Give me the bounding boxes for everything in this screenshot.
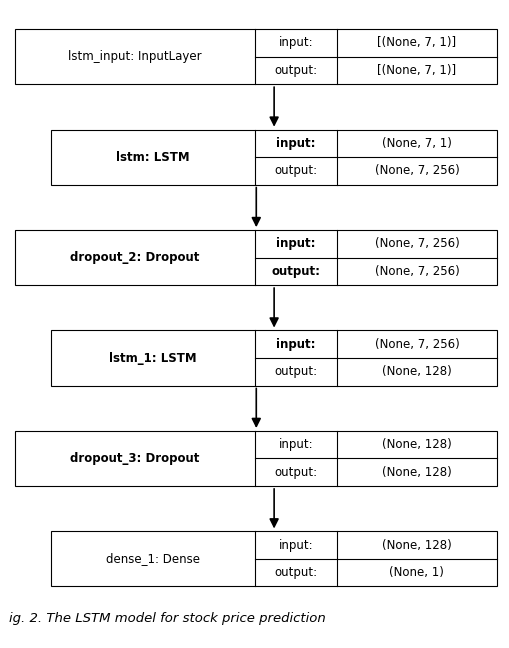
Text: lstm_1: LSTM: lstm_1: LSTM [109, 351, 196, 365]
Text: input:: input: [278, 36, 313, 49]
Text: output:: output: [274, 165, 317, 178]
Text: output:: output: [274, 466, 317, 479]
Text: input:: input: [278, 538, 313, 551]
Bar [51, 330, 496, 386]
Bar [51, 130, 496, 185]
Text: [(None, 7, 1)]: [(None, 7, 1)] [377, 36, 456, 49]
Text: dropout_3: Dropout: dropout_3: Dropout [70, 452, 200, 465]
Text: (None, 7, 256): (None, 7, 256) [374, 237, 459, 250]
Text: dense_1: Dense: dense_1: Dense [106, 552, 200, 566]
Text: (None, 7, 1): (None, 7, 1) [381, 137, 451, 150]
Text: [(None, 7, 1)]: [(None, 7, 1)] [377, 64, 456, 77]
Text: input:: input: [278, 438, 313, 451]
Text: lstm: LSTM: lstm: LSTM [116, 150, 189, 164]
Bar [15, 230, 496, 285]
Text: (None, 128): (None, 128) [381, 365, 451, 378]
Bar [15, 29, 496, 84]
Text: (None, 7, 256): (None, 7, 256) [374, 338, 459, 351]
Text: output:: output: [274, 365, 317, 378]
Text: (None, 128): (None, 128) [381, 438, 451, 451]
Text: (None, 128): (None, 128) [381, 466, 451, 479]
Text: input:: input: [275, 237, 315, 250]
Text: ig. 2. The LSTM model for stock price prediction: ig. 2. The LSTM model for stock price pr… [9, 612, 325, 625]
Text: (None, 128): (None, 128) [381, 538, 451, 551]
Text: (None, 7, 256): (None, 7, 256) [374, 165, 459, 178]
Text: dropout_2: Dropout: dropout_2: Dropout [70, 251, 200, 264]
Bar [15, 431, 496, 486]
Text: input:: input: [275, 137, 315, 150]
Text: output:: output: [274, 64, 317, 77]
Text: input:: input: [275, 338, 315, 351]
Bar [51, 531, 496, 586]
Text: (None, 7, 256): (None, 7, 256) [374, 265, 459, 278]
Text: (None, 1): (None, 1) [389, 566, 443, 579]
Text: lstm_input: InputLayer: lstm_input: InputLayer [68, 50, 202, 64]
Text: output:: output: [274, 566, 317, 579]
Text: output:: output: [271, 265, 320, 278]
